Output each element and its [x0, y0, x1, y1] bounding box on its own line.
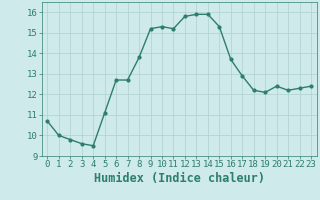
- X-axis label: Humidex (Indice chaleur): Humidex (Indice chaleur): [94, 172, 265, 185]
